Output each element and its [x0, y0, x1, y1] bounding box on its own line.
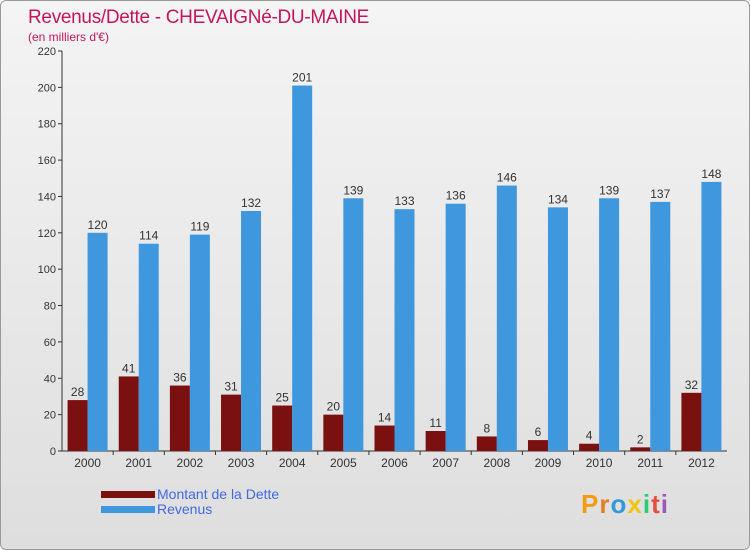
bar-revenus	[343, 198, 364, 451]
legend-swatch-revenus	[101, 506, 155, 513]
data-label-dette: 25	[276, 391, 290, 405]
data-label-dette: 2	[637, 432, 644, 446]
x-tick-label: 2008	[483, 456, 510, 470]
y-tick-label: 140	[38, 191, 56, 203]
bar-revenus	[241, 211, 262, 451]
x-tick-label: 2001	[125, 456, 152, 470]
x-tick-label: 2012	[688, 456, 715, 470]
bar-revenus	[292, 85, 313, 451]
data-label-dette: 6	[535, 425, 542, 439]
data-label-revenus: 114	[139, 229, 158, 243]
logo-letter: t	[651, 489, 661, 519]
data-label-dette: 32	[685, 378, 699, 392]
bar-revenus	[394, 209, 415, 451]
bar-dette	[323, 414, 344, 451]
y-tick-label: 20	[44, 410, 56, 422]
bar-dette	[681, 392, 702, 451]
x-tick-label: 2009	[535, 456, 562, 470]
bar-revenus	[496, 185, 517, 451]
logo-letter: x	[627, 489, 643, 519]
chart-title: Revenus/Dette - CHEVAIGNé-DU-MAINE	[28, 7, 370, 28]
bar-revenus	[189, 234, 210, 451]
y-tick-label: 60	[44, 337, 56, 349]
bar-revenus	[87, 232, 108, 451]
data-label-revenus: 136	[446, 189, 466, 203]
legend: Montant de la Dette Revenus	[101, 487, 279, 517]
data-label-revenus: 132	[241, 196, 261, 210]
x-tick-label: 2000	[74, 456, 101, 470]
data-label-dette: 11	[429, 416, 442, 430]
bar-revenus	[138, 243, 159, 451]
bar-revenus	[701, 181, 722, 451]
data-label-dette: 31	[224, 380, 238, 394]
data-label-revenus: 133	[394, 194, 414, 208]
x-tick-label: 2007	[432, 456, 459, 470]
logo-letter: P	[581, 489, 600, 519]
bar-dette	[579, 443, 600, 451]
data-label-dette: 28	[71, 385, 85, 399]
bar-dette	[630, 447, 651, 451]
x-tick-label: 2003	[228, 456, 255, 470]
legend-swatch-dette	[101, 491, 155, 498]
logo-letter: i	[642, 489, 652, 519]
data-label-revenus: 201	[292, 71, 312, 85]
y-tick-label: 80	[44, 301, 56, 313]
logo-letter: r	[599, 489, 611, 519]
data-label-dette: 8	[483, 421, 490, 435]
bar-dette	[169, 385, 190, 451]
legend-label-revenus: Revenus	[157, 501, 213, 517]
x-tick-label: 2002	[177, 456, 204, 470]
y-tick-label: 200	[38, 82, 56, 94]
legend-item-dette: Montant de la Dette	[101, 487, 279, 502]
y-tick-label: 220	[38, 46, 56, 58]
y-tick-label: 180	[38, 119, 56, 131]
legend-label-dette: Montant de la Dette	[157, 486, 280, 502]
legend-item-revenus: Revenus	[101, 502, 279, 517]
data-label-revenus: 119	[190, 220, 209, 234]
data-label-dette: 41	[122, 361, 136, 375]
bar-dette	[272, 405, 293, 451]
data-label-dette: 36	[173, 371, 187, 385]
y-tick-label: 100	[38, 264, 56, 276]
logo-letter: o	[610, 489, 628, 519]
bar-dette	[67, 400, 88, 451]
proxiti-logo: Proxiti	[581, 489, 669, 520]
y-tick-label: 160	[38, 155, 56, 167]
y-tick-label: 40	[44, 373, 56, 385]
chart-subtitle: (en milliers d'€)	[28, 30, 109, 44]
logo-letter: i	[660, 489, 669, 519]
data-label-dette: 20	[327, 400, 341, 414]
data-label-revenus: 148	[701, 167, 721, 181]
x-tick-label: 2005	[330, 456, 357, 470]
data-label-revenus: 139	[599, 183, 619, 197]
data-label-dette: 4	[586, 429, 593, 443]
bar-revenus	[650, 201, 671, 451]
data-label-revenus: 120	[88, 218, 108, 232]
data-label-dette: 14	[378, 411, 392, 425]
y-tick-label: 120	[38, 228, 56, 240]
bar-revenus	[445, 203, 466, 451]
x-tick-label: 2010	[586, 456, 613, 470]
bar-revenus	[599, 198, 620, 451]
bar-dette	[476, 436, 497, 451]
bar-revenus	[547, 207, 568, 451]
data-label-revenus: 137	[650, 187, 670, 201]
bar-dette	[118, 376, 139, 451]
bar-dette	[374, 425, 395, 451]
x-tick-label: 2004	[279, 456, 306, 470]
bar-dette	[221, 394, 242, 451]
bar-dette	[425, 431, 446, 451]
bar-dette	[527, 440, 548, 451]
x-tick-label: 2011	[637, 456, 663, 470]
y-tick-label: 0	[50, 446, 56, 458]
data-label-revenus: 134	[548, 192, 568, 206]
data-label-revenus: 139	[343, 183, 363, 197]
x-tick-label: 2006	[381, 456, 408, 470]
data-label-revenus: 146	[497, 171, 517, 185]
